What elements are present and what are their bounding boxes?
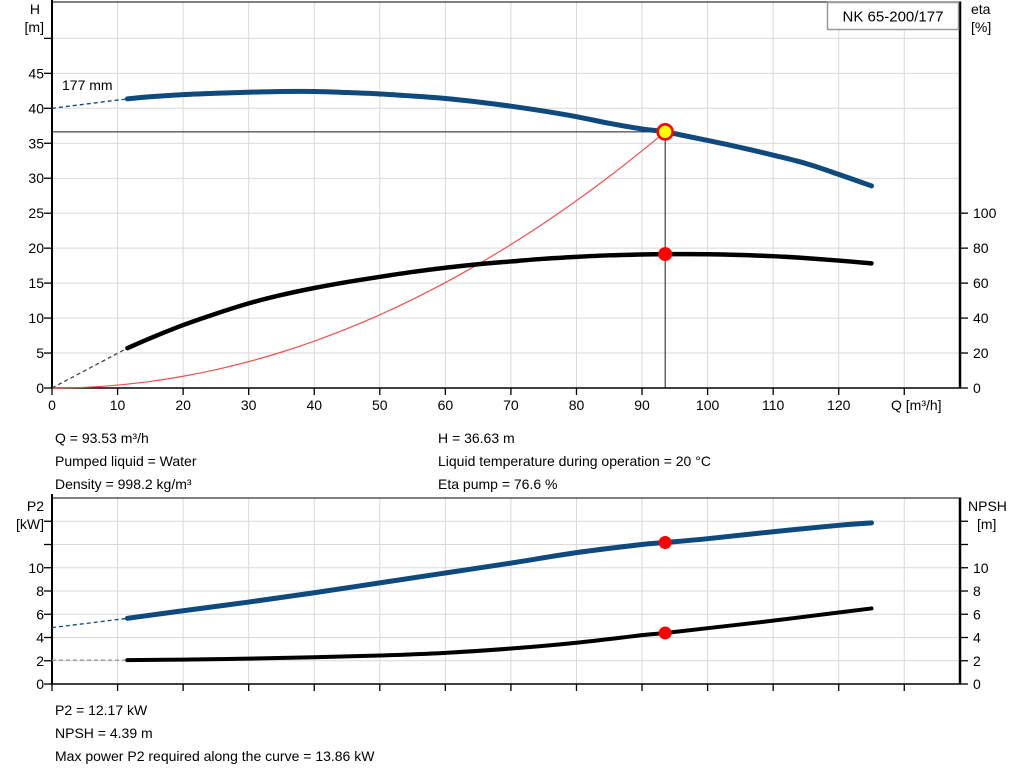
pumped-liquid-value: Pumped liquid = Water (55, 453, 197, 469)
eta-tick-label: 20 (973, 345, 989, 361)
head-tick-label: 20 (28, 240, 44, 256)
npsh-tick-label: 10 (973, 560, 989, 576)
npsh-axis-unit: [m] (977, 516, 996, 532)
x-tick-label: 0 (48, 397, 56, 413)
npsh-tick-label: 2 (973, 653, 981, 669)
npsh-curve (125, 606, 874, 663)
head-axis-label: H (30, 1, 40, 17)
npsh-value: NPSH = 4.39 m (55, 725, 153, 741)
head-tick-label: 10 (28, 310, 44, 326)
flow-axis-label: Q [m³/h] (891, 397, 942, 413)
head-tick-label: 15 (28, 275, 44, 291)
npsh-tick-label: 0 (973, 676, 981, 692)
eta-axis-unit: [%] (971, 19, 991, 35)
head-curve-lead (51, 98, 128, 109)
p2-axis-label: P2 (27, 498, 44, 514)
head-tick-label: 40 (28, 100, 44, 116)
head-axis-unit: [m] (25, 19, 44, 35)
eta-tick-label: 80 (973, 240, 989, 256)
p2-value: P2 = 12.17 kW (55, 702, 148, 718)
head-tick-label: 25 (28, 205, 44, 221)
head-curve (124, 88, 874, 189)
x-tick-label: 100 (696, 397, 720, 413)
system-curve (51, 131, 666, 389)
eta-tick-label: 0 (973, 380, 981, 396)
eta-tick-label: 100 (973, 205, 997, 221)
p2-point-marker[interactable] (658, 536, 672, 550)
p2-tick-label: 2 (36, 653, 44, 669)
x-tick-label: 60 (438, 397, 454, 413)
x-tick-label: 30 (241, 397, 257, 413)
x-tick-label: 70 (503, 397, 519, 413)
p2-tick-label: 4 (36, 630, 44, 646)
x-tick-label: 110 (762, 397, 785, 413)
p2-curve-lead (51, 617, 128, 629)
p2-tick-label: 8 (36, 583, 44, 599)
p2-axis-unit: [kW] (16, 516, 44, 532)
npsh-tick-label: 8 (973, 583, 981, 599)
duty-point-marker[interactable] (656, 123, 674, 141)
eta-curve-lead (51, 347, 128, 389)
x-tick-label: 10 (110, 397, 126, 413)
npsh-tick-label: 4 (973, 630, 981, 646)
max-power-value: Max power P2 required along the curve = … (55, 748, 375, 764)
duty-readout-right: H = 36.63 m Liquid temperature during op… (438, 427, 711, 496)
npsh-point-marker[interactable] (658, 626, 672, 640)
head-tick-label: 35 (28, 135, 44, 151)
eta-tick-label: 60 (973, 275, 989, 291)
eta-tick-label: 40 (973, 310, 989, 326)
x-tick-label: 40 (306, 397, 322, 413)
npsh-axis-label: NPSH (968, 498, 1007, 514)
x-tick-label: 50 (372, 397, 388, 413)
x-tick-label: 80 (569, 397, 585, 413)
head-tick-label: 5 (36, 345, 44, 361)
x-tick-label: 90 (634, 397, 650, 413)
x-tick-label: 20 (175, 397, 191, 413)
x-tick-label: 120 (827, 397, 851, 413)
eta-pump-value: Eta pump = 76.6 % (438, 476, 558, 492)
pump-model-label: NK 65-200/177 (843, 9, 944, 26)
p2-tick-label: 10 (28, 560, 44, 576)
duty-flow-value: Q = 93.53 m³/h (55, 430, 149, 446)
density-value: Density = 998.2 kg/m³ (55, 476, 192, 492)
p2-tick-label: 6 (36, 606, 44, 622)
eta-point-marker[interactable] (658, 247, 673, 262)
model-label-box (826, 1, 960, 31)
power-npsh-chart: 0 0 2 2 4 4 6 6 8 8 10 10 P2 [kW] NPSH [m] (16, 494, 1007, 692)
liquid-temperature-value: Liquid temperature during operation = 20… (438, 453, 711, 469)
p2-tick-label: 0 (36, 676, 44, 692)
head-tick-label: 45 (28, 65, 44, 81)
p2-curve (124, 520, 874, 621)
qh-efficiency-chart: 0 10 20 30 40 50 60 70 80 90 100 110 120 0 5 10 15 20 25 30… (25, 0, 997, 413)
power-readout: P2 = 12.17 kW NPSH = 4.39 m Max power P2… (55, 699, 374, 768)
head-tick-label: 0 (36, 380, 44, 396)
head-tick-label: 30 (28, 170, 44, 186)
impeller-size-label: 177 mm (62, 77, 113, 93)
duty-readout-left: Q = 93.53 m³/h Pumped liquid = Water Den… (55, 427, 197, 496)
eta-curve (125, 251, 874, 351)
duty-head-value: H = 36.63 m (438, 430, 515, 446)
eta-axis-label: eta (971, 1, 991, 17)
npsh-tick-label: 6 (973, 606, 981, 622)
